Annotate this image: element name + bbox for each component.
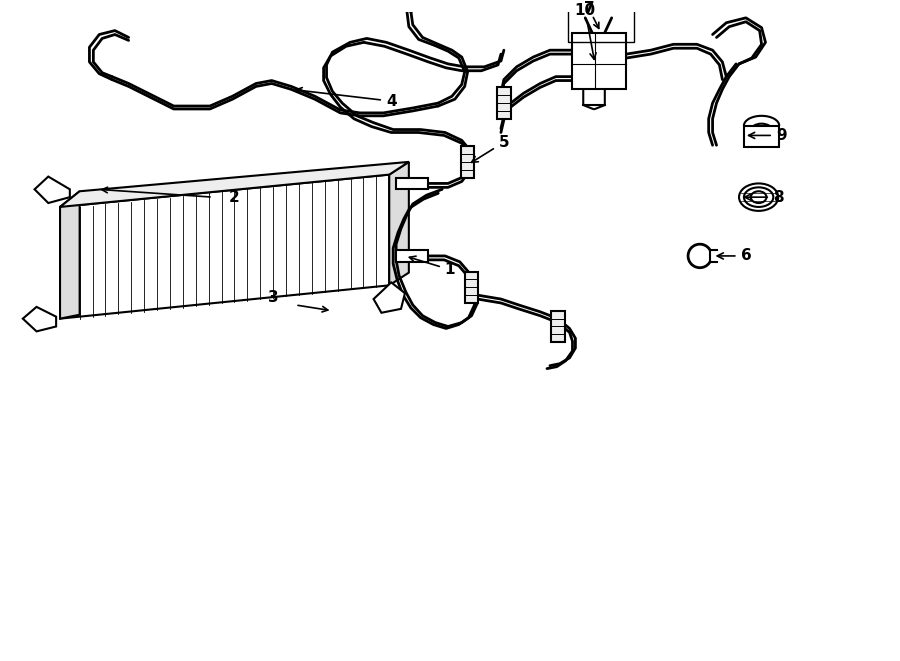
- Polygon shape: [34, 176, 70, 203]
- Text: 8: 8: [744, 190, 784, 205]
- Text: 7: 7: [584, 1, 594, 16]
- Bar: [744, 126, 779, 147]
- Bar: [497, 87, 510, 119]
- Polygon shape: [390, 162, 409, 286]
- Bar: [572, 32, 626, 89]
- Text: 4: 4: [296, 88, 397, 108]
- Ellipse shape: [739, 184, 778, 211]
- Text: 5: 5: [472, 135, 509, 163]
- Text: 6: 6: [717, 249, 752, 264]
- Ellipse shape: [744, 187, 773, 207]
- Bar: [568, 0, 634, 42]
- Bar: [551, 311, 564, 342]
- Polygon shape: [60, 191, 79, 319]
- Text: 1: 1: [410, 256, 455, 277]
- Bar: [461, 146, 474, 178]
- Polygon shape: [396, 178, 428, 189]
- Polygon shape: [374, 282, 405, 313]
- Text: 9: 9: [749, 128, 787, 143]
- Polygon shape: [60, 162, 409, 207]
- Ellipse shape: [751, 191, 767, 203]
- Text: 3: 3: [268, 290, 279, 305]
- Text: 2: 2: [230, 190, 239, 205]
- Polygon shape: [396, 250, 428, 262]
- Bar: [464, 272, 479, 303]
- Text: 10: 10: [574, 3, 596, 59]
- Polygon shape: [22, 307, 56, 331]
